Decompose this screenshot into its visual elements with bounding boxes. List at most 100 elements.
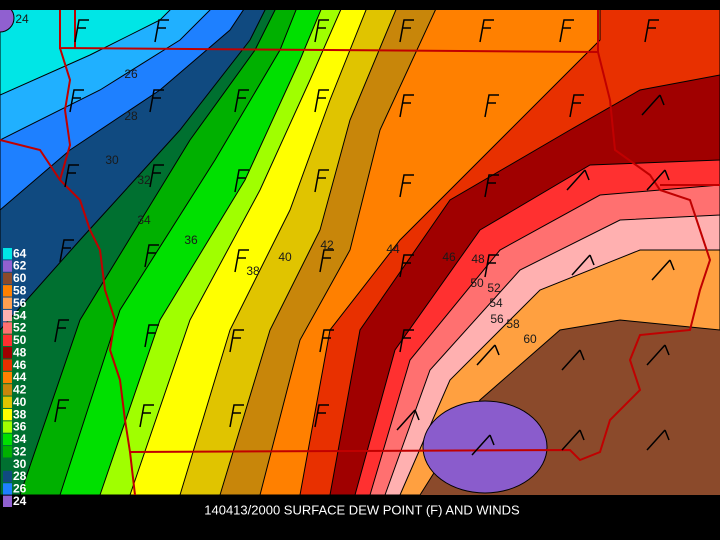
- wind-barb: [59, 239, 74, 263]
- legend-label: 58: [13, 284, 27, 298]
- contour-label: 50: [470, 276, 484, 290]
- wind-barb: [314, 404, 329, 428]
- legend-label: 36: [13, 420, 27, 434]
- legend-swatch: [3, 359, 12, 371]
- wind-barb: [144, 324, 159, 348]
- legend-label: 26: [13, 482, 27, 496]
- wind-barb: [646, 344, 670, 366]
- wind-barb: [479, 19, 494, 43]
- wind-barb: [314, 169, 329, 193]
- legend-label: 24: [13, 494, 27, 508]
- contour-label: 48: [471, 252, 485, 266]
- legend-swatch: [3, 446, 12, 458]
- state-borders: [0, 10, 720, 496]
- legend-label: 38: [13, 407, 27, 421]
- wind-barb: [319, 249, 334, 273]
- wind-barbs: [54, 19, 675, 456]
- wind-barb: [646, 169, 670, 191]
- contour-label: 56: [490, 312, 504, 326]
- legend-swatch: [3, 371, 12, 384]
- caption: 140413/2000 SURFACE DEW POINT (F) AND WI…: [204, 502, 520, 517]
- legend-label: 54: [13, 308, 27, 322]
- wind-barb: [561, 349, 585, 371]
- wind-barb: [229, 329, 244, 353]
- border: [129, 10, 712, 462]
- legend-swatch: [3, 347, 12, 359]
- legend-label: 64: [13, 246, 27, 260]
- border: [58, 47, 136, 496]
- contour-label: 44: [386, 242, 400, 256]
- legend-swatch: [3, 458, 12, 470]
- wind-barb: [484, 174, 499, 198]
- legend-label: 32: [13, 444, 27, 458]
- contour-label: 52: [487, 281, 501, 295]
- wind-barb: [641, 94, 665, 116]
- band: [0, 0, 181, 495]
- legend-label: 42: [13, 383, 27, 397]
- legend-label: 50: [13, 333, 27, 347]
- wind-barb: [399, 19, 414, 43]
- legend-label: 34: [13, 432, 27, 446]
- contour-label: 30: [105, 153, 119, 167]
- wind-barb: [399, 174, 414, 198]
- legend-label: 28: [13, 469, 27, 483]
- wind-barb: [484, 94, 499, 118]
- legend: 6462605856545250484644424038363432302826…: [3, 246, 27, 508]
- legend-swatch: [3, 297, 12, 309]
- contour-label: 24: [15, 12, 29, 26]
- legend-label: 40: [13, 395, 27, 409]
- legend-label: 30: [13, 457, 27, 471]
- legend-swatch: [3, 470, 12, 483]
- wind-barb: [484, 254, 499, 278]
- band: [422, 400, 548, 494]
- wind-barb: [144, 244, 159, 268]
- legend-swatch: [3, 495, 12, 507]
- contour-label: 28: [124, 109, 138, 123]
- contour-label: 54: [489, 296, 503, 310]
- wind-barb: [569, 94, 584, 118]
- wind-barb: [646, 429, 670, 451]
- wind-barb: [139, 404, 154, 428]
- wind-barb: [314, 19, 329, 43]
- top-bar: [0, 0, 720, 10]
- wind-barb: [64, 164, 79, 188]
- legend-swatch: [3, 260, 12, 272]
- legend-label: 46: [13, 358, 27, 372]
- wind-barb: [234, 169, 249, 193]
- wind-barb: [54, 399, 69, 423]
- wind-barb: [314, 89, 329, 113]
- legend-swatch: [3, 285, 12, 297]
- legend-label: 62: [13, 259, 27, 273]
- legend-label: 48: [13, 345, 27, 359]
- wind-barb: [559, 19, 574, 43]
- wind-barb: [229, 404, 244, 428]
- legend-swatch: [3, 309, 12, 322]
- wind-barb: [149, 89, 164, 113]
- contour-label: 46: [442, 250, 456, 264]
- legend-swatch: [3, 408, 12, 421]
- wind-barb: [399, 329, 414, 353]
- wind-barb: [69, 89, 84, 113]
- contour-label: 34: [137, 213, 151, 227]
- legend-label: 52: [13, 321, 27, 335]
- band: [0, 3, 15, 33]
- contour-label: 60: [523, 332, 537, 346]
- legend-label: 60: [13, 271, 27, 285]
- band: [0, 0, 251, 495]
- legend-swatch: [3, 334, 12, 347]
- legend-label: 56: [13, 296, 27, 310]
- contour-label: 32: [137, 173, 151, 187]
- wind-barb: [154, 19, 169, 43]
- contour-label: 38: [246, 264, 260, 278]
- wind-barb: [54, 319, 69, 343]
- legend-swatch: [3, 483, 12, 495]
- wind-barb: [319, 329, 334, 353]
- contour-label: 58: [506, 317, 520, 331]
- bottom-bar: [0, 495, 720, 540]
- legend-swatch: [3, 421, 12, 433]
- contour-label: 26: [124, 67, 138, 81]
- legend-label: 44: [13, 370, 27, 384]
- wind-barb: [571, 254, 595, 276]
